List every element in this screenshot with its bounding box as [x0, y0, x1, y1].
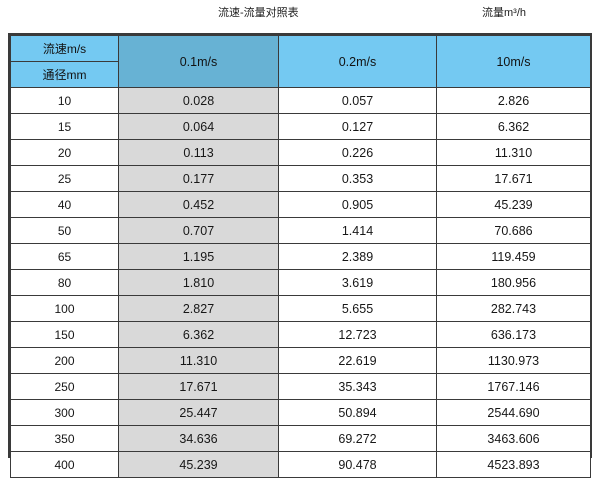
cell-flow-0: 0.707: [118, 217, 279, 244]
cell-flow-0: 2.827: [118, 295, 279, 322]
cell-flow-1: 1.414: [278, 217, 437, 244]
flow-unit-label: 流量m³/h: [482, 7, 526, 19]
cell-flow-2: 6.362: [436, 113, 591, 140]
cell-flow-1: 0.905: [278, 191, 437, 218]
cell-flow-0: 17.671: [118, 373, 279, 400]
cell-flow-0: 0.452: [118, 191, 279, 218]
table-row: 20 0.113 0.226 11.310: [10, 139, 591, 166]
table-body: 10 0.028 0.057 2.826 15 0.064 0.127 6.36…: [10, 87, 591, 478]
cell-flow-0: 0.064: [118, 113, 279, 140]
cell-flow-1: 69.272: [278, 425, 437, 452]
column-header-0: 0.1m/s: [118, 35, 279, 88]
table-row: 150 6.362 12.723 636.173: [10, 321, 591, 348]
table-header-row-bottom: 通径mm: [10, 61, 591, 88]
cell-diameter: 50: [10, 217, 119, 244]
cell-diameter: 40: [10, 191, 119, 218]
cell-flow-1: 0.057: [278, 87, 437, 114]
cell-flow-1: 2.389: [278, 243, 437, 270]
cell-flow-1: 35.343: [278, 373, 437, 400]
cell-flow-2: 70.686: [436, 217, 591, 244]
table-row: 80 1.810 3.619 180.956: [10, 269, 591, 296]
column-header-1: 0.2m/s: [278, 35, 437, 88]
cell-flow-0: 0.177: [118, 165, 279, 192]
table-row: 350 34.636 69.272 3463.606: [10, 425, 591, 452]
table-row: 250 17.671 35.343 1767.146: [10, 373, 591, 400]
cell-diameter: 400: [10, 451, 119, 478]
cell-flow-0: 34.636: [118, 425, 279, 452]
cell-flow-1: 0.226: [278, 139, 437, 166]
cell-diameter: 80: [10, 269, 119, 296]
table-row: 300 25.447 50.894 2544.690: [10, 399, 591, 426]
cell-flow-1: 50.894: [278, 399, 437, 426]
header-diameter-label: 通径mm: [10, 61, 119, 88]
table-row: 25 0.177 0.353 17.671: [10, 165, 591, 192]
cell-flow-0: 11.310: [118, 347, 279, 374]
cell-diameter: 150: [10, 321, 119, 348]
cell-diameter: 250: [10, 373, 119, 400]
cell-flow-2: 180.956: [436, 269, 591, 296]
table-row: 10 0.028 0.057 2.826: [10, 87, 591, 114]
cell-diameter: 25: [10, 165, 119, 192]
cell-flow-1: 0.127: [278, 113, 437, 140]
cell-flow-1: 12.723: [278, 321, 437, 348]
cell-diameter: 65: [10, 243, 119, 270]
cell-flow-2: 119.459: [436, 243, 591, 270]
cell-flow-0: 0.113: [118, 139, 279, 166]
cell-diameter: 300: [10, 399, 119, 426]
cell-flow-1: 3.619: [278, 269, 437, 296]
cell-flow-0: 0.028: [118, 87, 279, 114]
table-row: 50 0.707 1.414 70.686: [10, 217, 591, 244]
cell-flow-0: 1.810: [118, 269, 279, 296]
cell-flow-0: 45.239: [118, 451, 279, 478]
cell-flow-2: 1767.146: [436, 373, 591, 400]
cell-diameter: 15: [10, 113, 119, 140]
table-header-row-top: 流速m/s 0.1m/s 0.2m/s 10m/s: [10, 35, 591, 88]
cell-flow-2: 2544.690: [436, 399, 591, 426]
cell-diameter: 10: [10, 87, 119, 114]
cell-flow-1: 22.619: [278, 347, 437, 374]
flow-rate-table: 流速m/s 0.1m/s 0.2m/s 10m/s 通径mm 10 0.028 …: [10, 35, 591, 478]
table-row: 100 2.827 5.655 282.743: [10, 295, 591, 322]
column-header-2: 10m/s: [436, 35, 591, 88]
flow-rate-table-container: 流速m/s 0.1m/s 0.2m/s 10m/s 通径mm 10 0.028 …: [8, 33, 592, 478]
table-row: 40 0.452 0.905 45.239: [10, 191, 591, 218]
cell-flow-2: 4523.893: [436, 451, 591, 478]
cell-diameter: 200: [10, 347, 119, 374]
header-velocity-label: 流速m/s: [10, 35, 119, 62]
cell-diameter: 350: [10, 425, 119, 452]
table-row: 65 1.195 2.389 119.459: [10, 243, 591, 270]
cell-flow-0: 6.362: [118, 321, 279, 348]
cell-flow-1: 90.478: [278, 451, 437, 478]
cell-flow-2: 3463.606: [436, 425, 591, 452]
cell-diameter: 20: [10, 139, 119, 166]
cell-flow-2: 636.173: [436, 321, 591, 348]
cell-flow-2: 45.239: [436, 191, 591, 218]
table-row: 200 11.310 22.619 1130.973: [10, 347, 591, 374]
page-title: 流速-流量对照表: [218, 7, 299, 19]
table-header: 流速m/s 0.1m/s 0.2m/s 10m/s 通径mm: [10, 35, 591, 88]
cell-flow-1: 5.655: [278, 295, 437, 322]
cell-diameter: 100: [10, 295, 119, 322]
cell-flow-0: 1.195: [118, 243, 279, 270]
cell-flow-2: 17.671: [436, 165, 591, 192]
cell-flow-0: 25.447: [118, 399, 279, 426]
cell-flow-2: 2.826: [436, 87, 591, 114]
table-row: 15 0.064 0.127 6.362: [10, 113, 591, 140]
cell-flow-2: 282.743: [436, 295, 591, 322]
table-row: 400 45.239 90.478 4523.893: [10, 451, 591, 478]
cell-flow-1: 0.353: [278, 165, 437, 192]
caption-strip: 流速-流量对照表 流量m³/h: [0, 0, 600, 32]
cell-flow-2: 1130.973: [436, 347, 591, 374]
cell-flow-2: 11.310: [436, 139, 591, 166]
